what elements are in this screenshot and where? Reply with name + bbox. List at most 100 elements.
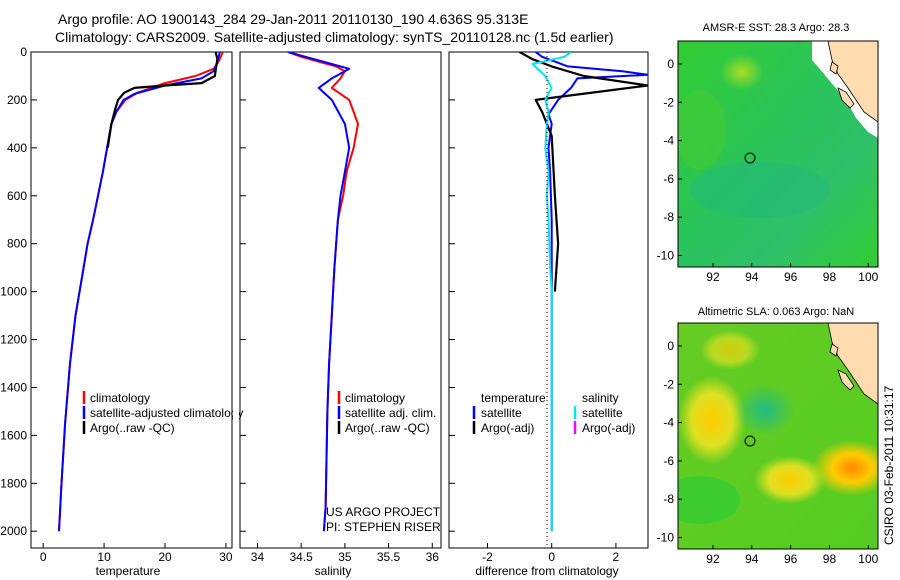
series-line-climatology (58, 52, 224, 532)
legend-label-argo: Argo(..raw -QC) (90, 421, 175, 435)
x-tick-label: 2 (613, 550, 620, 564)
series-line-salinity-satellite (531, 52, 572, 532)
sla-map-title: Altimetric SLA: 0.063 Argo: NaN (698, 306, 855, 318)
map-y-tick-label: -2 (663, 377, 674, 391)
argo-marker (744, 435, 756, 447)
x-tick-label: 35.5 (377, 550, 401, 564)
x-tick-label: 36 (426, 550, 440, 564)
footer-timestamp: CSIRO 03-Feb-2011 10:31:17 (882, 385, 896, 545)
sla-map-frame (677, 322, 879, 550)
map-y-tick-label: -10 (657, 531, 675, 545)
temperature-axis-label: temperature (96, 564, 161, 578)
depth-tick-label: 2000 (0, 524, 27, 538)
legend-label-sal-satellite: satellite (582, 406, 623, 420)
x-axis-ticks: 0 10 20 30 34 34.5 35 35.5 36 -2 0 2 (40, 543, 620, 564)
map-y-tick-label: -4 (663, 416, 674, 430)
sst-map (678, 41, 878, 267)
map-x-tick-label: 92 (706, 552, 720, 566)
x-tick-label: 0 (548, 550, 555, 564)
annotation-project: US ARGO PROJECT (326, 505, 441, 519)
map-y-tick-label: -8 (663, 492, 674, 506)
depth-tick-label: 1800 (0, 476, 27, 490)
map-x-tick-label: 98 (823, 270, 837, 284)
depth-tick-label: 800 (7, 237, 27, 251)
temperature-panel (30, 51, 233, 549)
depth-tick-label: 0 (20, 45, 27, 59)
x-tick-label: 34 (251, 550, 265, 564)
legend-label-satellite: satellite-adjusted climatology (90, 406, 243, 420)
salinity-panel (239, 51, 442, 549)
sst-patch (678, 90, 726, 170)
map-y-tick-label: -2 (663, 95, 674, 109)
legend-label-sal-argo: Argo(-adj) (582, 421, 635, 435)
map-x-tick-label: 100 (858, 270, 878, 284)
sla-map (678, 323, 878, 549)
sst-warm-patch (720, 54, 764, 90)
legend-clip-mask (233, 404, 239, 420)
sla-high-east (812, 440, 878, 496)
sst-map-title: AMSR-E SST: 28.3 Argo: 28.3 (703, 22, 850, 34)
legend-label-temp-argo: Argo(-adj) (481, 421, 534, 435)
sla-high (700, 330, 760, 370)
map-y-tick-label: 0 (667, 339, 674, 353)
map-y-tick-label: -6 (663, 454, 674, 468)
x-tick-label: 35 (338, 550, 352, 564)
depth-tick-label: 400 (7, 141, 27, 155)
sla-map-ticks: 92 94 96 98 100 0 -2 -4 -6 -8 -10 (657, 339, 879, 566)
island (837, 369, 855, 391)
x-tick-label: 34.5 (289, 550, 313, 564)
map-y-tick-label: 0 (667, 57, 674, 71)
x-tick-label: 0 (40, 550, 47, 564)
legend-title-salinity: salinity (582, 391, 619, 405)
header-line-2: Climatology: CARS2009. Satellite-adjuste… (55, 29, 613, 45)
legend-label-argo: Argo(..raw -QC) (345, 421, 430, 435)
map-y-tick-label: -4 (663, 134, 674, 148)
sla-patch (678, 476, 740, 524)
legend-label-satellite: satellite adj. clim. (345, 406, 436, 420)
salinity-legend: climatology satellite adj. clim. Argo(..… (337, 391, 436, 435)
series-line-argo-raw-qc- (106, 52, 219, 148)
header-line-1: Argo profile: AO 1900143_284 29-Jan-2011… (58, 11, 528, 27)
map-x-tick-label: 100 (858, 552, 878, 566)
sst-map-ticks: 92 94 96 98 100 0 -2 -4 -6 -8 -10 (657, 57, 879, 284)
difference-axis-label: difference from climatology (475, 564, 618, 578)
depth-tick-label: 600 (7, 189, 27, 203)
series-line-temperature-argo-adj- (519, 52, 648, 292)
map-x-tick-label: 94 (745, 552, 759, 566)
depth-tick-label: 1000 (0, 285, 27, 299)
x-tick-label: 20 (158, 550, 172, 564)
map-x-tick-label: 96 (784, 552, 798, 566)
legend-label-climatology: climatology (345, 391, 405, 405)
map-x-tick-label: 92 (706, 270, 720, 284)
sla-low (735, 384, 795, 436)
salinity-series (287, 52, 359, 532)
island (829, 61, 839, 75)
temperature-legend: climatology satellite-adjusted climatolo… (82, 391, 243, 435)
island (829, 343, 839, 357)
depth-tick-label: 1200 (0, 333, 27, 347)
island (837, 87, 855, 109)
series-line-satellite-adjusted-climatology (58, 52, 221, 532)
difference-series (519, 52, 648, 532)
x-tick-label: -2 (482, 550, 493, 564)
annotation-pi: PI: STEPHEN RISER (326, 520, 441, 534)
salinity-axis-label: salinity (315, 564, 352, 578)
legend-title-temperature: temperature (481, 391, 546, 405)
x-tick-label: 30 (219, 550, 233, 564)
series-line-satellite-adj-clim- (287, 52, 351, 532)
sst-cool-band (690, 162, 830, 218)
legend-label-temp-satellite: satellite (481, 406, 522, 420)
depth-tick-label: 200 (7, 93, 27, 107)
argo-marker (744, 152, 756, 164)
difference-panel (448, 51, 649, 549)
sst-map-frame (677, 40, 879, 268)
sla-high (678, 376, 746, 464)
sla-high (754, 456, 826, 504)
map-x-tick-label: 98 (823, 552, 837, 566)
x-tick-label: 10 (97, 550, 111, 564)
map-y-tick-label: -6 (663, 172, 674, 186)
series-line-climatology (287, 52, 359, 532)
map-x-tick-label: 96 (784, 270, 798, 284)
temperature-series (58, 52, 224, 532)
